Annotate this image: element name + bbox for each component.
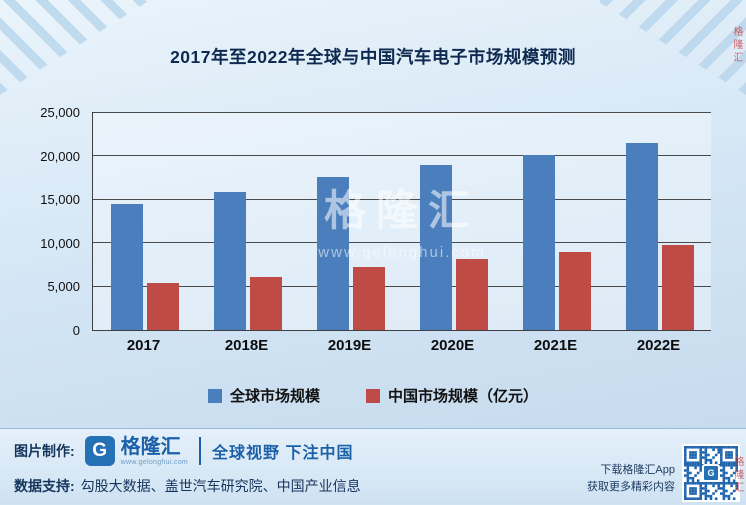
y-tick-label: 25,000 [40, 105, 80, 120]
data-support-label: 数据支持: [14, 478, 75, 494]
brand-name: 格隆汇 [120, 435, 181, 458]
data-sources: 勾股大数据、盖世汽车研究院、中国产业信息 [80, 478, 361, 494]
center-watermark: 格隆汇 www.gelonghui.com [93, 177, 711, 261]
x-tick-label: 2021E [533, 337, 578, 354]
y-tick-label: 15,000 [40, 192, 80, 208]
qr-caption-line1: 下载格隆汇App [600, 463, 675, 476]
qr-captions: 下载格隆汇App 获取更多精彩内容 [587, 462, 675, 497]
watermark-brand-text: 格隆汇 [323, 187, 480, 235]
side-watermark-top: 格隆汇 [731, 26, 742, 65]
footer: 图片制作: G 格隆汇 www.gelonghui.com 全球视野 下注中国 … [0, 429, 746, 505]
bar-2021E-series-0 [522, 154, 555, 330]
gridline [93, 285, 711, 287]
chart-legend: 全球市场规模 中国市场规模（亿元） [0, 385, 746, 406]
brand-logo: G 格隆汇 www.gelonghui.com [84, 436, 188, 466]
gridline [93, 242, 711, 244]
credit-label: 图片制作: [14, 443, 75, 459]
x-tick-label: 2020E [430, 337, 475, 354]
bar-2022E-series-0 [625, 143, 658, 330]
vertical-divider [199, 437, 202, 465]
y-tick-label: 10,000 [40, 235, 80, 251]
side-watermark-bottom: 格隆汇 [732, 456, 743, 495]
bar-2018E-series-0 [213, 192, 246, 330]
bar-2020E-series-0 [419, 165, 452, 330]
legend-label: 全球市场规模 [229, 388, 320, 405]
x-tick-label: 2017 [126, 337, 161, 354]
qr-caption-line2: 获取更多精彩内容 [587, 481, 675, 494]
bar-2019E-series-1 [352, 267, 385, 330]
y-tick-label: 5,000 [47, 279, 80, 295]
watermark-url-text: www.gelonghui.com [318, 244, 486, 262]
brand-slogan: 全球视野 下注中国 [212, 445, 354, 462]
y-tick-label: 20,000 [40, 148, 80, 164]
bar-2017-series-1 [146, 282, 179, 330]
chart-title: 2017年至2022年全球与中国汽车电子市场规模预测 [170, 47, 576, 67]
qr-block: 下载格隆汇App 获取更多精彩内容 G [587, 444, 740, 502]
legend-swatch-icon [366, 388, 380, 403]
bar-chart-plot-area: 格隆汇 www.gelonghui.com [92, 111, 711, 331]
brand-url: www.gelonghui.com [120, 458, 189, 466]
gridline [93, 111, 711, 113]
bar-2019E-series-0 [316, 176, 349, 330]
bar-2021E-series-1 [558, 252, 591, 330]
qr-code: G [682, 444, 740, 502]
x-axis: 2017 2018E 2019E 2020E 2021E 2022E [92, 337, 710, 357]
x-tick-label: 2019E [327, 337, 372, 354]
bar-2022E-series-1 [661, 245, 694, 330]
legend-swatch-icon [207, 388, 222, 403]
legend-item-1: 中国市场规模（亿元） [366, 385, 538, 406]
brand-logo-text: 格隆汇 www.gelonghui.com [121, 437, 188, 466]
y-axis: 0 5,000 10,000 15,000 20,000 25,000 [0, 105, 84, 338]
bar-2017-series-0 [110, 203, 143, 330]
y-tick-label: 0 [72, 323, 80, 338]
bar-2020E-series-1 [455, 259, 488, 330]
x-tick-label: 2022E [636, 337, 681, 354]
footer-divider [0, 428, 746, 429]
legend-label: 中国市场规模（亿元） [388, 388, 539, 405]
brand-logo-icon: G [84, 436, 115, 466]
qr-center-logo-icon: G [702, 464, 720, 482]
x-tick-label: 2018E [224, 337, 269, 354]
bar-2018E-series-1 [249, 276, 282, 330]
footer-credit-row: 图片制作: G 格隆汇 www.gelonghui.com 全球视野 下注中国 [14, 432, 353, 470]
footer-sources-row: 数据支持: 勾股大数据、盖世汽车研究院、中国产业信息 [14, 476, 361, 496]
legend-item-0: 全球市场规模 [207, 385, 320, 406]
gridline [93, 155, 711, 157]
gridline [93, 198, 711, 200]
